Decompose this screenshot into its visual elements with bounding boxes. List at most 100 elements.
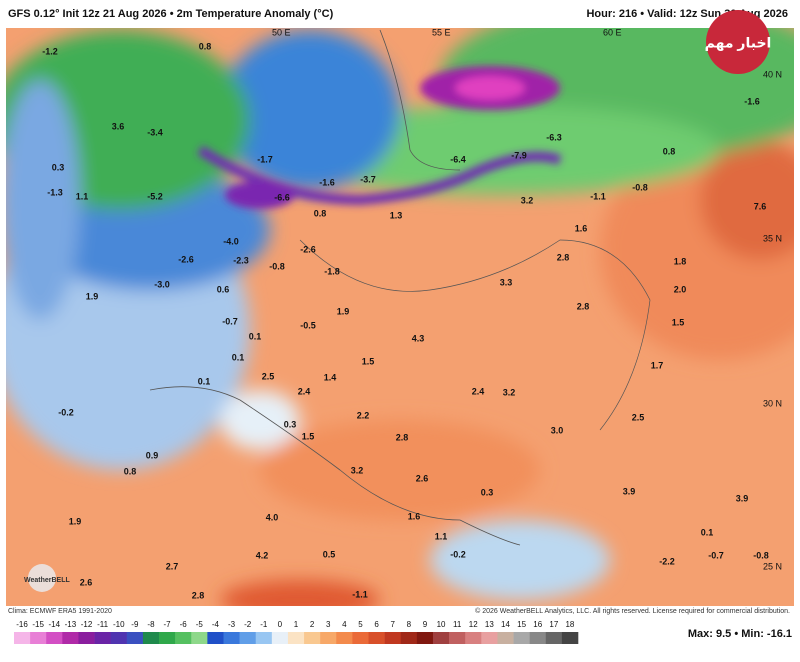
- anomaly-value: 2.2: [357, 410, 370, 420]
- anomaly-value: 3.3: [500, 277, 513, 287]
- graticule-labels: 50 E 55 E 60 E 40 N 35 N 30 N 25 N: [272, 27, 782, 571]
- anomaly-value: -2.6: [300, 244, 316, 254]
- anomaly-value: 4.2: [256, 550, 269, 560]
- colorbar-swatch: [287, 632, 305, 644]
- anomaly-value: 2.7: [166, 561, 179, 571]
- colorbar-tick-label: -13: [65, 620, 77, 629]
- anomaly-value: 2.4: [472, 386, 485, 396]
- anomaly-value: -0.5: [300, 320, 316, 330]
- colorbar-swatch: [255, 632, 273, 644]
- colorbar-tick-label: -7: [164, 620, 172, 629]
- graticule-label: 50 E: [272, 27, 291, 37]
- anomaly-value: 2.5: [632, 412, 645, 422]
- anomaly-value: 2.8: [577, 301, 590, 311]
- colorbar-swatch: [352, 632, 369, 644]
- anomaly-value: 0.1: [249, 331, 262, 341]
- colorbar-swatch: [78, 632, 95, 644]
- colorbar-tick-label: -8: [147, 620, 155, 629]
- colorbar-swatch: [14, 632, 31, 644]
- colorbar-tick-label: -16: [16, 620, 28, 629]
- anomaly-value: 0.3: [284, 419, 297, 429]
- colorbar: -16 -15 -14 -13 -12 -11 -10 -9 -8 -7 -6 -5 -4 -3 -2 -1 0…: [14, 620, 579, 644]
- anomaly-value: -6.3: [546, 132, 562, 142]
- colorbar-tick-label: 14: [501, 620, 510, 629]
- colorbar-tick-label: -12: [81, 620, 93, 629]
- colorbar-tick-label: 2: [310, 620, 315, 629]
- colorbar-swatch: [223, 632, 240, 644]
- colorbar-tick-label: -2: [244, 620, 252, 629]
- anomaly-value: 1.5: [302, 431, 315, 441]
- anomaly-value: 1.4: [324, 372, 337, 382]
- colorbar-swatch: [126, 632, 144, 644]
- colorbar-swatch: [449, 632, 466, 644]
- anomaly-value: 3.0: [551, 425, 564, 435]
- anomaly-value: 3.2: [351, 465, 364, 475]
- anomaly-value: 0.6: [217, 284, 230, 294]
- colorbar-tick-label: 6: [374, 620, 379, 629]
- colorbar-swatch: [142, 632, 160, 644]
- colorbar-swatch: [529, 632, 547, 644]
- colorbar-swatch: [416, 632, 434, 644]
- anomaly-value: 0.3: [52, 162, 65, 172]
- colorbar-tick-label: -1: [260, 620, 268, 629]
- colorbar-swatch: [271, 632, 289, 644]
- colorbar-tick-label: -15: [32, 620, 44, 629]
- anomaly-value: -0.8: [753, 550, 769, 560]
- colorbar-tick-label: -4: [212, 620, 220, 629]
- anomaly-value: -1.6: [319, 177, 335, 187]
- colorbar-tick-label: 17: [549, 620, 558, 629]
- colorbar-tick-label: -5: [196, 620, 204, 629]
- colorbar-swatch: [207, 632, 224, 644]
- map-title: GFS 0.12° Init 12z 21 Aug 2026 • 2m Temp…: [8, 8, 334, 20]
- anomaly-value: 1.8: [674, 256, 687, 266]
- anomaly-value: 0.8: [124, 466, 137, 476]
- colorbar-tick-label: -11: [97, 620, 109, 629]
- coastline: [149, 386, 521, 546]
- anomaly-value: 1.9: [69, 516, 82, 526]
- news-logo: [706, 10, 770, 74]
- colorbar-swatch: [62, 632, 79, 644]
- anomaly-value: 3.2: [521, 195, 534, 205]
- anomaly-value: 1.6: [575, 223, 588, 233]
- colorbar-tick-label: 5: [358, 620, 363, 629]
- anomaly-value: -2.6: [178, 254, 194, 264]
- copyright: © 2026 WeatherBELL Analytics, LLC. All r…: [475, 607, 790, 615]
- anomaly-value: 0.8: [199, 41, 212, 51]
- anomaly-value: 1.1: [76, 191, 89, 201]
- anomaly-value: -1.1: [590, 191, 606, 201]
- anomaly-value: -1.8: [324, 266, 340, 276]
- colorbar-swatch: [239, 632, 257, 644]
- news-logo-text: اخبار مهم: [705, 35, 772, 52]
- anomaly-value: 2.6: [80, 577, 93, 587]
- anomaly-value: -1.3: [47, 187, 63, 197]
- colorbar-swatch: [191, 632, 208, 644]
- anomaly-value: 0.8: [663, 146, 676, 156]
- anomaly-value: 3.6: [112, 121, 125, 131]
- anomaly-value: -3.0: [154, 279, 170, 289]
- anomaly-value: 4.0: [266, 512, 279, 522]
- anomaly-value: 2.4: [298, 386, 311, 396]
- anomaly-value: 1.9: [337, 306, 350, 316]
- anomaly-value: 2.8: [192, 590, 205, 600]
- colorbar-tick-label: 4: [342, 620, 347, 629]
- anomaly-value: -0.2: [58, 407, 74, 417]
- anomaly-value: 2.0: [674, 284, 687, 294]
- anomaly-value: 7.6: [754, 201, 767, 211]
- colorbar-swatch: [400, 632, 418, 644]
- colorbar-tick-label: 12: [469, 620, 478, 629]
- graticule-label: 55 E: [432, 27, 451, 37]
- max-min: Max: 9.5 • Min: -16.1: [688, 628, 792, 640]
- anomaly-value: 3.2: [503, 387, 516, 397]
- colorbar-swatch: [94, 632, 111, 644]
- anomaly-labels: 0.8 -1.2 3.6 -3.4 0.3 -1.3 1.1 -5.2 -1.7 -1.6 -3.7…: [42, 41, 769, 600]
- colorbar-tick-label: 16: [533, 620, 542, 629]
- colorbar-tick-label: -10: [113, 620, 125, 629]
- colorbar-swatch: [481, 632, 498, 644]
- anomaly-value: 1.7: [651, 360, 664, 370]
- colorbar-swatch: [545, 632, 563, 644]
- anomaly-value: -5.2: [147, 191, 163, 201]
- colorbar-swatch: [159, 632, 176, 644]
- anomaly-value: -0.7: [708, 550, 724, 560]
- anomaly-value: 2.8: [557, 252, 570, 262]
